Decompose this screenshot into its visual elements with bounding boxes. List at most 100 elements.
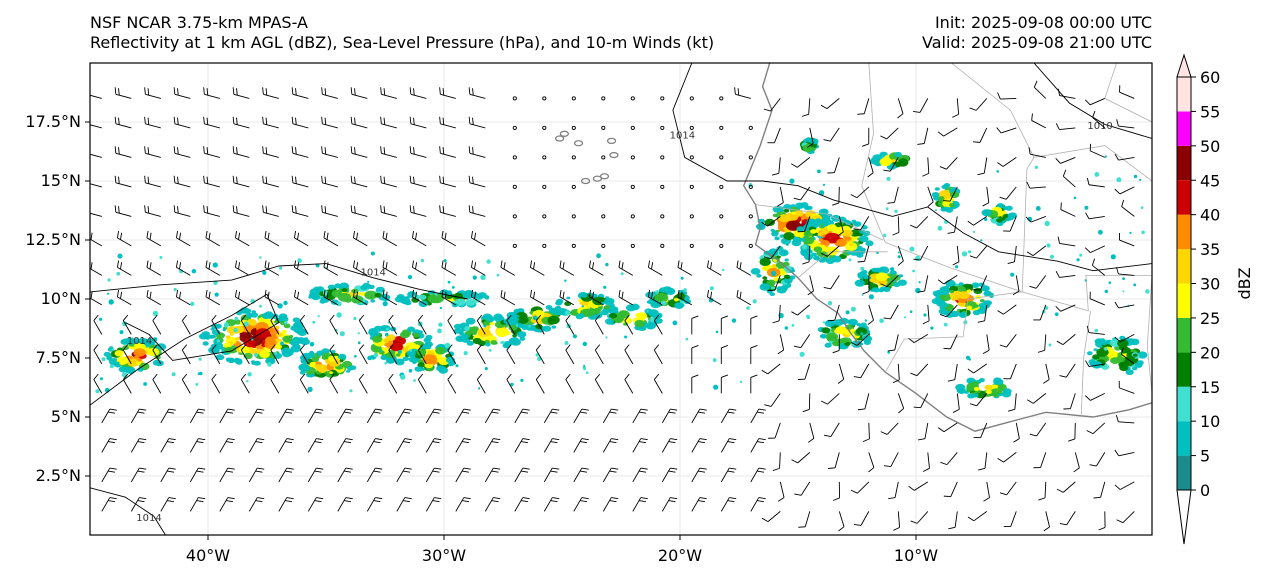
wind-barb-staff — [774, 275, 781, 291]
wind-barb-flag — [837, 231, 844, 237]
light-echo — [483, 324, 487, 328]
wind-barb — [417, 314, 427, 335]
wind-barb-flag — [638, 500, 647, 503]
calm-wind-marker — [571, 184, 576, 189]
wind-barb-flag — [677, 260, 680, 268]
wind-barb — [883, 304, 899, 320]
wind-barb-flag — [409, 87, 412, 95]
wind-barb-staff — [1062, 481, 1076, 493]
wind-barb-flag — [506, 314, 512, 321]
light-echo — [799, 351, 805, 357]
reflectivity-cell — [368, 330, 375, 335]
reflectivity-cell — [383, 339, 389, 344]
wind-barb-staff — [1118, 156, 1135, 161]
wind-barb-flag — [358, 373, 365, 380]
wind-barb — [794, 481, 811, 496]
light-echo — [382, 301, 388, 307]
wind-barb-staff — [986, 186, 990, 203]
wind-barb-flag — [559, 260, 562, 268]
wind-barb-flag — [729, 467, 737, 470]
wind-barb-flag — [838, 526, 845, 532]
wind-barb-flag — [761, 369, 769, 375]
wind-barb — [677, 260, 693, 276]
reflectivity-cell — [783, 232, 795, 241]
wind-barb — [411, 260, 427, 276]
wind-barb-staff — [1029, 186, 1046, 189]
wind-barb — [602, 467, 619, 483]
wind-barb-staff — [797, 452, 811, 464]
reflectivity-cell — [879, 157, 892, 167]
isobar-label: 1014 — [136, 513, 161, 524]
reflectivity-cell — [1093, 348, 1098, 352]
wind-barb-staff — [322, 123, 338, 129]
wind-barb-staff — [1090, 245, 1105, 254]
wind-barb — [425, 408, 442, 424]
wind-barb-staff — [826, 98, 840, 109]
wind-barb — [1043, 363, 1050, 384]
wind-barb — [937, 127, 958, 137]
wind-barb — [409, 87, 427, 99]
reflectivity-cell — [542, 325, 552, 332]
wind-barb — [1056, 334, 1076, 346]
wind-barb-staff — [263, 152, 279, 158]
light-echo — [983, 217, 988, 221]
wind-barb-flag — [892, 379, 900, 384]
wind-barb-flag — [109, 408, 117, 411]
wind-barb-staff — [417, 320, 427, 335]
axis-ticks: 2.5°N5°N7.5°N10°N12.5°N15°N17.5°N40°W 30°… — [25, 112, 938, 565]
reflectivity-cell — [609, 308, 617, 315]
light-echo — [190, 301, 195, 306]
light-echo — [1104, 155, 1107, 158]
wind-barb — [807, 127, 814, 148]
wind-barb-flag — [892, 231, 900, 236]
wind-barb-flag — [651, 291, 654, 299]
wind-barb-flag — [691, 374, 699, 378]
calm-wind-marker — [689, 155, 694, 160]
light-echo — [817, 169, 821, 174]
wind-barb — [1003, 511, 1017, 527]
wind-barb-staff — [117, 296, 132, 306]
wind-barb-staff — [1045, 363, 1050, 380]
reflectivity-cell — [981, 209, 992, 217]
wind-barb-staff — [500, 267, 516, 276]
wind-barb — [750, 438, 766, 453]
reflectivity-cell — [386, 357, 396, 364]
light-echo — [413, 379, 416, 382]
wind-barb-flag — [535, 344, 542, 351]
wind-barb-flag — [868, 467, 875, 473]
wind-barb — [1085, 392, 1105, 401]
wind-barb — [350, 116, 368, 129]
wind-barb-flag — [1092, 110, 1096, 118]
reflectivity-cell — [127, 358, 140, 367]
light-echo — [464, 326, 470, 332]
wind-barb — [868, 452, 875, 473]
reflectivity-cell — [617, 312, 622, 315]
wind-barb-flag — [611, 497, 619, 500]
wind-barb-staff — [830, 275, 840, 290]
wind-barb-flag — [120, 262, 123, 270]
wind-barb-flag — [232, 175, 235, 183]
wind-barb-flag — [324, 117, 327, 125]
wind-barb-flag — [324, 147, 327, 155]
wind-barb-flag — [699, 467, 707, 470]
wind-barb — [997, 157, 1017, 167]
wind-barb-staff — [500, 296, 516, 306]
wind-barb-flag — [1055, 305, 1061, 312]
wind-barb-staff — [417, 379, 427, 394]
wind-barb-flag — [862, 290, 870, 295]
wind-barb — [1003, 216, 1017, 232]
wind-barb — [1055, 304, 1076, 312]
light-echo — [222, 328, 226, 332]
wind-barb-staff — [894, 481, 899, 498]
wind-barb-staff — [412, 237, 427, 247]
light-echo — [117, 253, 123, 259]
wind-barb-flag — [736, 289, 739, 297]
light-echo — [312, 320, 316, 324]
wind-barb-flag — [529, 260, 533, 268]
wind-barb-flag — [706, 289, 710, 297]
calm-wind-marker — [601, 96, 606, 101]
wind-barb — [1114, 449, 1135, 457]
wind-barb-flag — [409, 175, 412, 183]
wind-barb-flag — [862, 438, 870, 443]
wind-barb — [880, 127, 899, 140]
